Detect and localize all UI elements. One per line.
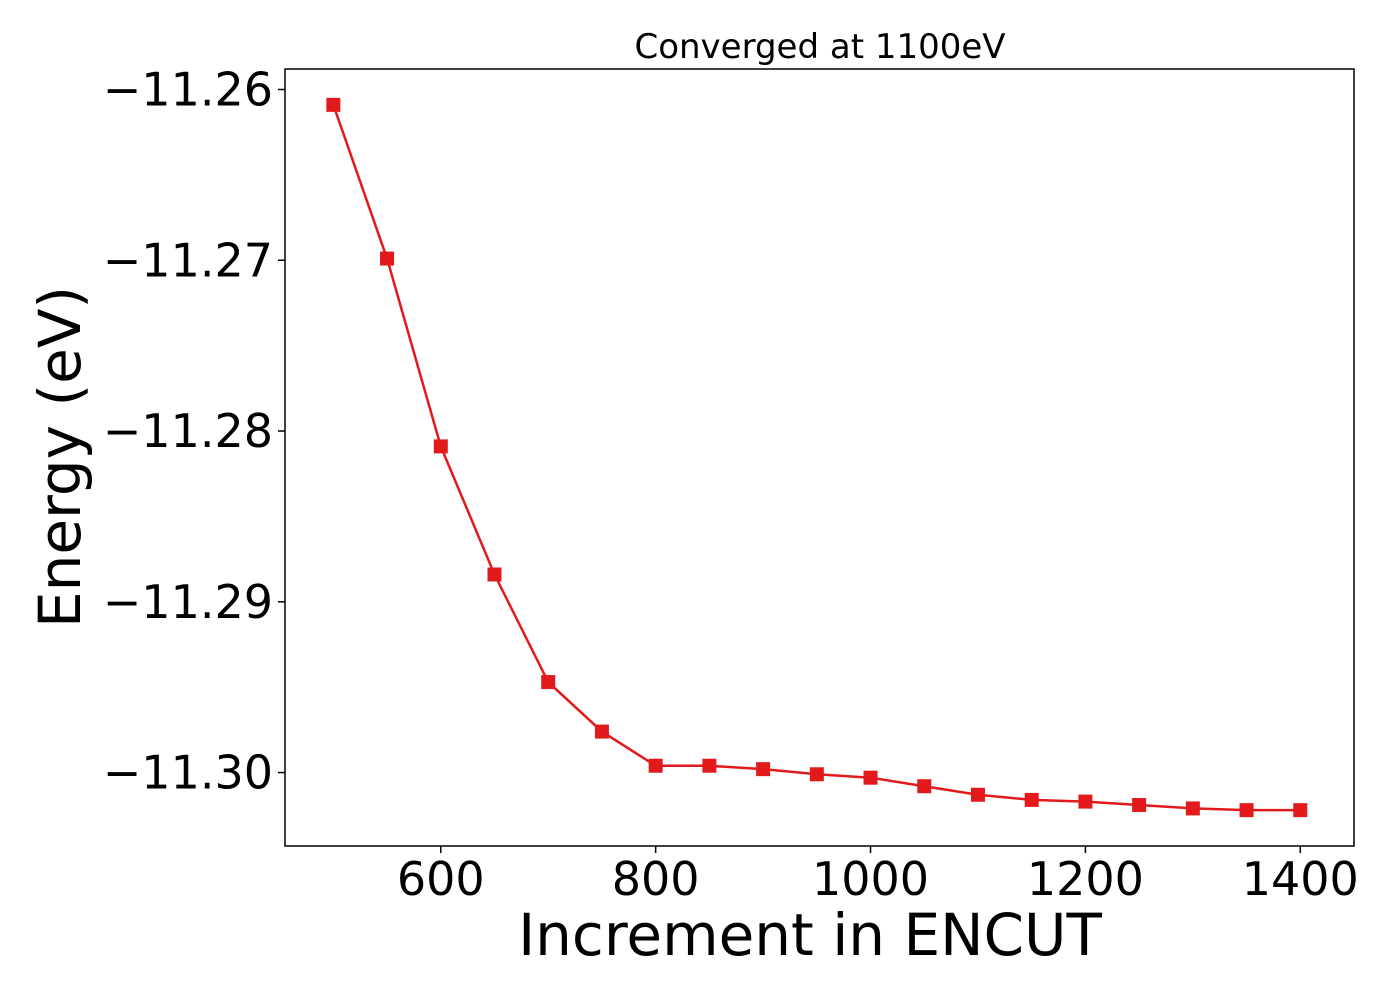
y-axis-label: Energy (eV) (26, 286, 94, 628)
x-tick-label: 1400 (1242, 852, 1359, 906)
data-point-marker (433, 439, 448, 454)
x-tick-label: 1000 (812, 852, 929, 906)
data-point-marker (594, 724, 609, 739)
data-point-marker (702, 758, 717, 773)
y-tick-label: −11.29 (103, 575, 273, 629)
x-tick-label: 600 (397, 852, 485, 906)
data-point-marker (756, 762, 771, 777)
plot-frame (284, 68, 1355, 847)
data-point-marker (326, 97, 341, 112)
y-axis: −11.26 −11.27 −11.28 −11.29 −11.30 (103, 62, 285, 800)
data-point-marker (1185, 801, 1200, 816)
data-point-marker (809, 767, 824, 782)
y-tick-label: −11.28 (103, 404, 273, 458)
data-point-marker (1132, 798, 1147, 813)
data-point-marker (970, 787, 985, 802)
series-line (332, 104, 1301, 812)
y-tick-label: −11.30 (103, 746, 273, 800)
data-point-marker (1293, 803, 1308, 818)
x-axis-label: Increment in ENCUT (518, 901, 1102, 969)
data-point-marker (917, 779, 932, 794)
data-point-marker (380, 251, 395, 266)
x-axis: 600 800 1000 1200 1400 (397, 846, 1359, 906)
chart-title: Converged at 1100eV (634, 27, 1005, 67)
data-point-marker (648, 758, 663, 773)
data-point-marker (1239, 803, 1254, 818)
data-point-marker (541, 675, 556, 690)
data-point-marker (487, 567, 502, 582)
data-point-marker (863, 770, 878, 785)
x-tick-label: 800 (612, 852, 700, 906)
x-tick-label: 1200 (1027, 852, 1144, 906)
data-point-marker (1078, 794, 1093, 809)
plot-area (326, 97, 1308, 818)
y-tick-label: −11.26 (103, 62, 273, 116)
y-tick-label: −11.27 (103, 233, 273, 287)
data-point-marker (1024, 792, 1039, 807)
